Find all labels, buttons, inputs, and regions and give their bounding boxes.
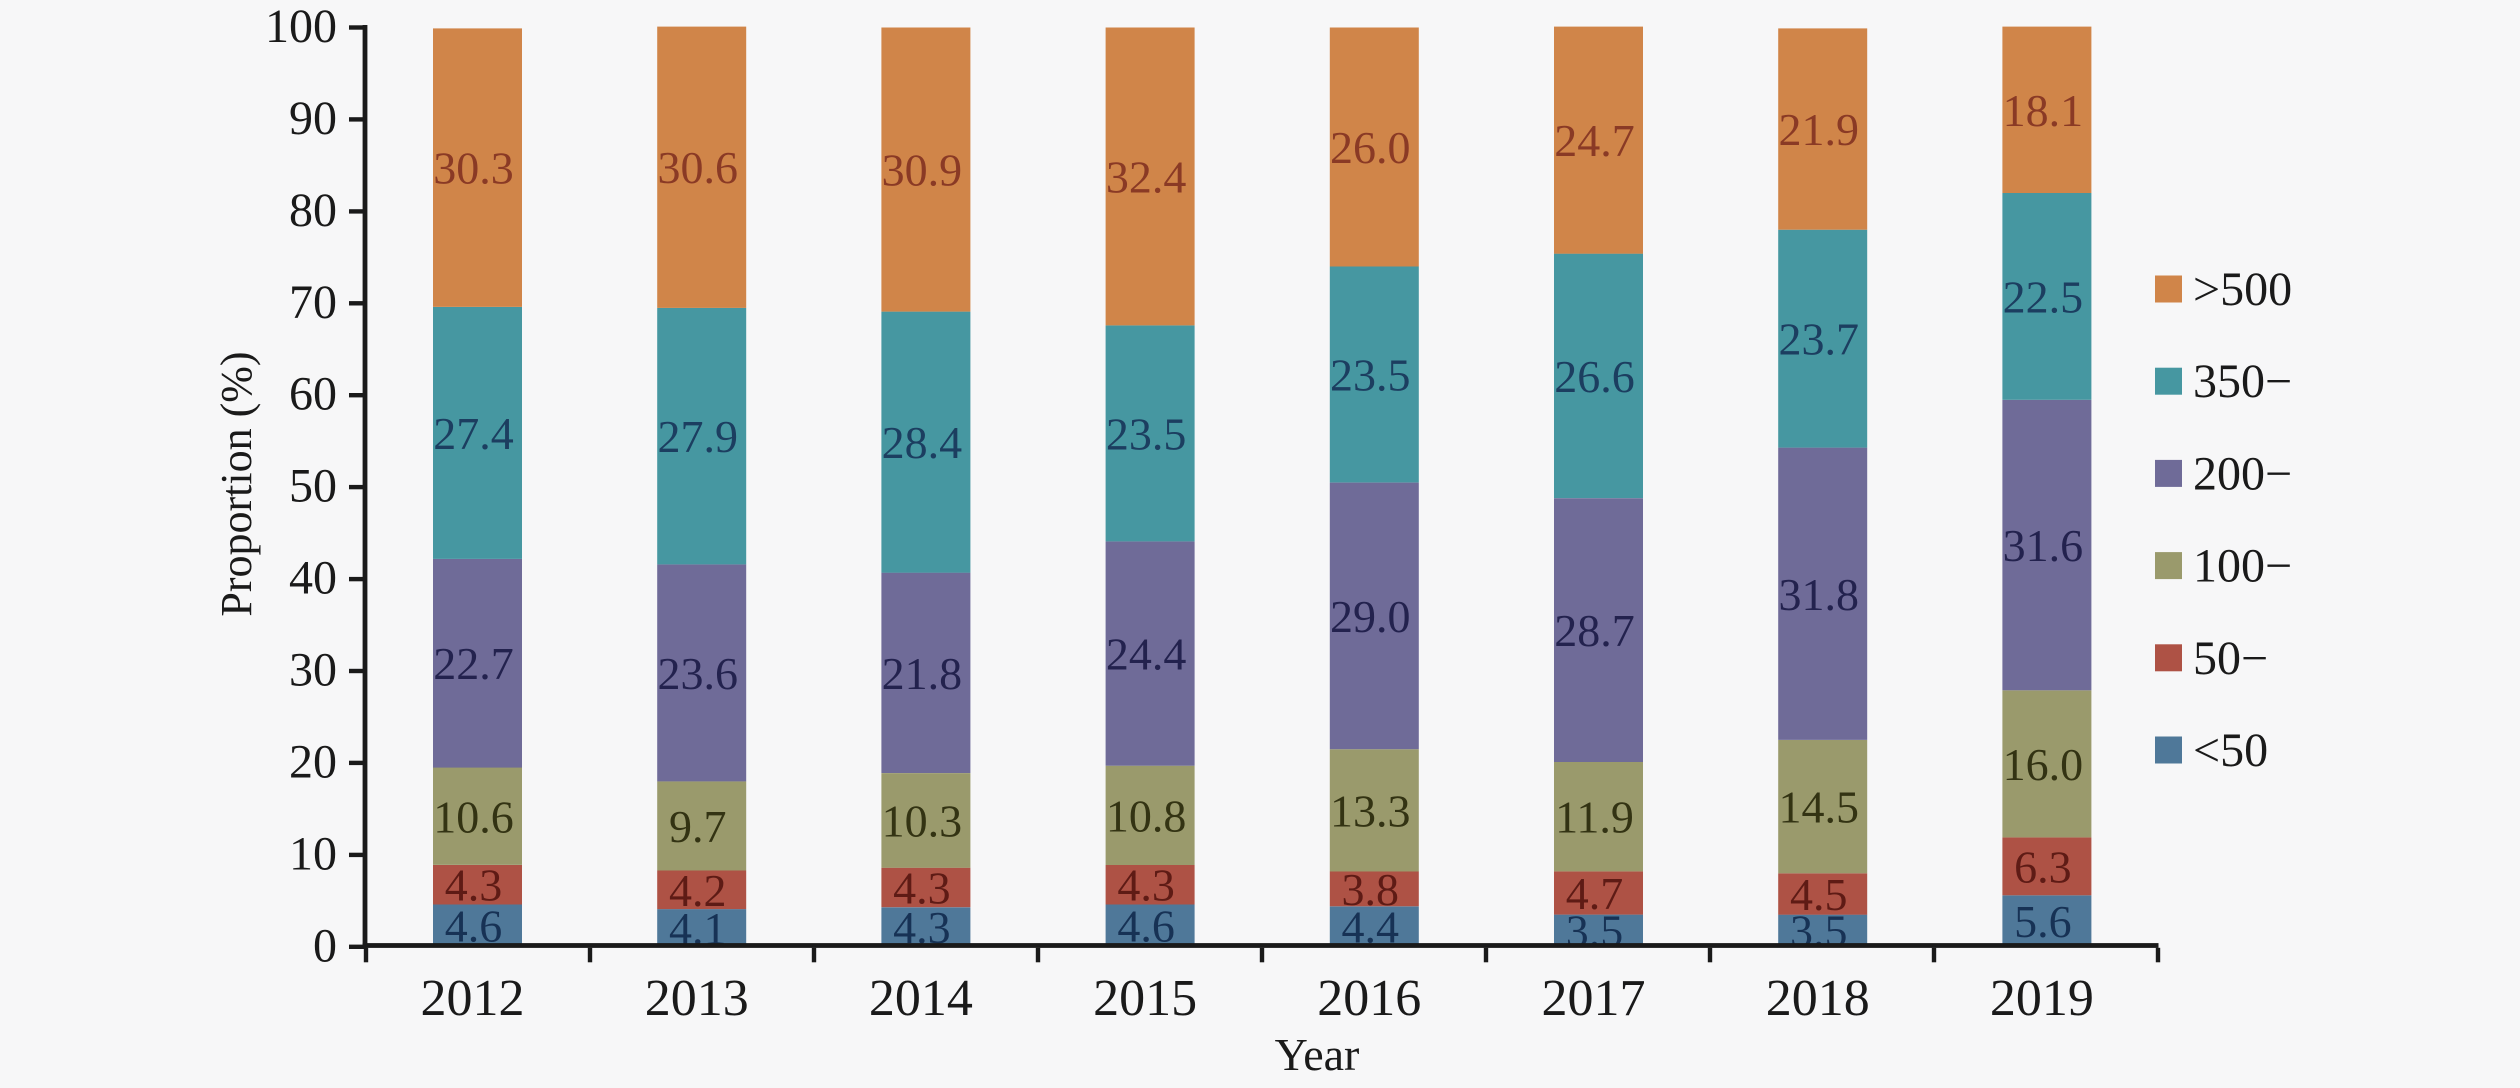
- svg-text:90: 90: [289, 92, 337, 145]
- svg-text:22.7: 22.7: [433, 638, 514, 689]
- svg-text:30.9: 30.9: [882, 145, 963, 196]
- svg-text:4.2: 4.2: [669, 865, 727, 916]
- svg-text:4.3: 4.3: [445, 860, 503, 911]
- svg-text:10.3: 10.3: [882, 795, 963, 846]
- svg-text:2017: 2017: [1542, 970, 1646, 1027]
- svg-text:3.5: 3.5: [1566, 906, 1624, 957]
- svg-text:2013: 2013: [645, 970, 749, 1027]
- svg-text:31.6: 31.6: [2003, 520, 2084, 571]
- svg-text:60: 60: [289, 368, 337, 421]
- svg-text:10: 10: [289, 827, 337, 880]
- svg-text:4.7: 4.7: [1566, 868, 1624, 919]
- svg-text:20: 20: [289, 735, 337, 788]
- svg-text:80: 80: [289, 184, 337, 237]
- svg-text:<50: <50: [2193, 724, 2268, 777]
- svg-text:50: 50: [289, 460, 337, 513]
- svg-text:16.0: 16.0: [2003, 739, 2084, 790]
- svg-text:2016: 2016: [1317, 970, 1421, 1027]
- svg-text:28.7: 28.7: [1554, 605, 1635, 656]
- svg-text:30: 30: [289, 644, 337, 697]
- svg-text:10.8: 10.8: [1106, 790, 1187, 841]
- svg-text:2012: 2012: [421, 970, 525, 1027]
- svg-text:3.8: 3.8: [1342, 864, 1400, 915]
- svg-text:40: 40: [289, 552, 337, 605]
- svg-text:2014: 2014: [869, 970, 973, 1027]
- svg-text:350−: 350−: [2193, 355, 2292, 408]
- svg-text:30.3: 30.3: [433, 143, 514, 194]
- svg-text:10.6: 10.6: [433, 791, 514, 842]
- svg-text:18.1: 18.1: [2003, 85, 2084, 136]
- svg-text:70: 70: [289, 276, 337, 329]
- svg-text:27.4: 27.4: [433, 408, 514, 459]
- svg-text:0: 0: [313, 919, 337, 972]
- svg-text:23.5: 23.5: [1106, 408, 1187, 459]
- svg-text:23.7: 23.7: [1778, 314, 1859, 365]
- svg-text:11.9: 11.9: [1555, 792, 1634, 843]
- svg-text:4.3: 4.3: [1117, 860, 1175, 911]
- svg-text:2015: 2015: [1093, 970, 1197, 1027]
- svg-text:21.9: 21.9: [1778, 104, 1859, 155]
- svg-text:28.4: 28.4: [882, 417, 963, 468]
- svg-text:26.0: 26.0: [1330, 122, 1411, 173]
- svg-text:5.6: 5.6: [2014, 896, 2072, 947]
- svg-text:13.3: 13.3: [1330, 785, 1411, 836]
- svg-text:14.5: 14.5: [1778, 782, 1859, 833]
- svg-text:50−: 50−: [2193, 632, 2268, 685]
- svg-text:Proportion (%): Proportion (%): [212, 351, 261, 616]
- svg-text:2018: 2018: [1766, 970, 1870, 1027]
- svg-text:>500: >500: [2193, 263, 2292, 316]
- svg-text:23.5: 23.5: [1330, 350, 1411, 401]
- svg-text:32.4: 32.4: [1106, 151, 1187, 202]
- svg-text:26.6: 26.6: [1554, 351, 1635, 402]
- svg-text:24.7: 24.7: [1554, 115, 1635, 166]
- svg-text:29.0: 29.0: [1330, 591, 1411, 642]
- svg-text:22.5: 22.5: [2003, 271, 2084, 322]
- svg-text:6.3: 6.3: [2014, 841, 2072, 892]
- svg-text:3.5: 3.5: [1790, 906, 1848, 957]
- svg-text:100: 100: [265, 0, 337, 53]
- svg-text:21.8: 21.8: [882, 648, 963, 699]
- svg-text:100−: 100−: [2193, 540, 2292, 593]
- svg-text:24.4: 24.4: [1106, 629, 1187, 680]
- svg-text:31.8: 31.8: [1778, 569, 1859, 620]
- svg-text:4.3: 4.3: [893, 863, 951, 914]
- svg-text:9.7: 9.7: [669, 801, 727, 852]
- svg-text:2019: 2019: [1990, 970, 2094, 1027]
- svg-text:Year: Year: [1275, 1029, 1360, 1080]
- svg-text:30.6: 30.6: [657, 142, 738, 193]
- svg-text:4.5: 4.5: [1790, 869, 1848, 920]
- svg-text:200−: 200−: [2193, 447, 2292, 500]
- svg-text:23.6: 23.6: [657, 648, 738, 699]
- svg-text:27.9: 27.9: [657, 411, 738, 462]
